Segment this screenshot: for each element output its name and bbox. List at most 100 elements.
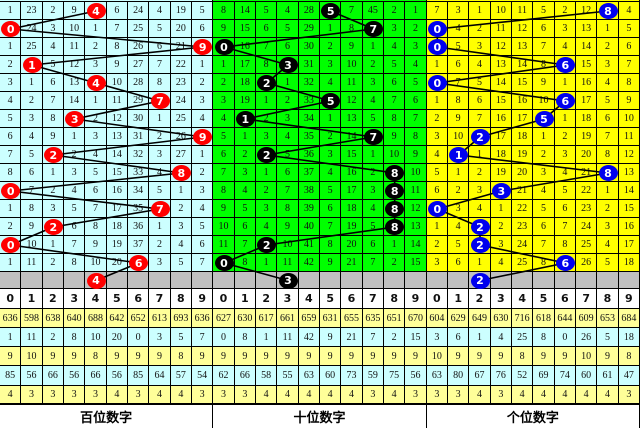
grid-cell: 3 <box>21 110 43 128</box>
grid-cell: 8 <box>21 200 43 218</box>
grid-cell: 8 <box>149 74 171 92</box>
grid-cell: 23 <box>170 74 192 92</box>
winning-digit-ball: 2 <box>257 147 277 163</box>
grid-cell: 1 <box>362 146 384 164</box>
stat-cell: 652 <box>128 309 150 328</box>
stat-cell: 9 <box>384 347 406 366</box>
stat-cell: 716 <box>512 309 534 328</box>
grid-cell: 1 <box>42 164 64 182</box>
stat-cell: 3 <box>234 386 256 404</box>
stat-cell: 3 <box>405 386 427 404</box>
stat-cell: 69 <box>533 366 555 386</box>
grid-cell: 7 <box>42 92 64 110</box>
grid-cell: 14 <box>234 2 256 20</box>
grid-cell: 4 <box>533 182 555 200</box>
stat-cell: 9 <box>149 347 171 366</box>
grid-cell: 4 <box>448 20 470 38</box>
stat-cell: 7 <box>362 328 384 347</box>
grid-cell: 8 <box>554 236 576 254</box>
stat-cell: 76 <box>490 366 512 386</box>
winning-digit-ball: 2 <box>470 129 490 145</box>
stat-cell: 3 <box>426 386 448 404</box>
grid-cell: 2 <box>426 236 448 254</box>
stat-cell: 15 <box>405 328 427 347</box>
grid-cell: 3 <box>597 56 619 74</box>
stat-cell: 0 <box>128 328 150 347</box>
winning-digit-ball: 9 <box>193 129 213 145</box>
grid-cell: 6 <box>384 74 406 92</box>
grid-cell: 5 <box>405 74 427 92</box>
grid-cell: 3 <box>85 56 107 74</box>
tens-panel-label: 十位数字 <box>213 405 427 428</box>
grid-cell: 1 <box>0 38 22 56</box>
stat-cell: 42 <box>298 328 320 347</box>
grid-cell: 8 <box>405 128 427 146</box>
grid-cell: 3 <box>192 92 214 110</box>
digit-header: 2 <box>42 289 64 309</box>
grid-cell: 9 <box>85 236 107 254</box>
grid-cell: 5 <box>277 20 299 38</box>
stat-cell: 3 <box>21 386 43 404</box>
stat-cell: 0 <box>554 328 576 347</box>
grid-cell: 6 <box>277 164 299 182</box>
grid-cell: 6 <box>448 56 470 74</box>
grid-cell: 23 <box>21 2 43 20</box>
grid-cell: 24 <box>576 218 598 236</box>
grid-cell: 14 <box>64 92 86 110</box>
winning-digit-ball: 5 <box>321 93 341 109</box>
grid-cell: 6 <box>554 200 576 218</box>
grid-cell: 5 <box>533 200 555 218</box>
grid-cell: 8 <box>384 110 406 128</box>
grid-cell: 6 <box>448 254 470 272</box>
winning-digit-ball: 1 <box>449 147 469 163</box>
stat-cell: 67 <box>469 366 491 386</box>
stat-cell: 10 <box>85 328 107 347</box>
stat-cell: 25 <box>512 328 534 347</box>
digit-header: 0 <box>426 289 448 309</box>
stat-cell: 8 <box>64 328 86 347</box>
stat-cell: 659 <box>298 309 320 328</box>
stat-cell: 3 <box>128 386 150 404</box>
grid-cell: 4 <box>277 2 299 20</box>
grid-cell: 2 <box>597 200 619 218</box>
grid-cell: 24 <box>170 92 192 110</box>
grid-cell: 45 <box>362 2 384 20</box>
grid-cell: 11 <box>341 74 363 92</box>
trend-line-segment <box>245 118 374 138</box>
stat-cell: 4 <box>597 386 619 404</box>
gray-cell <box>576 272 598 289</box>
gray-cell <box>128 272 150 289</box>
grid-cell: 6 <box>0 128 22 146</box>
trend-line-segment <box>223 46 289 66</box>
stat-cell: 688 <box>85 309 107 328</box>
grid-cell: 9 <box>448 110 470 128</box>
digit-header: 3 <box>490 289 512 309</box>
digit-header: 1 <box>448 289 470 309</box>
stat-cell: 9 <box>320 328 342 347</box>
winning-digit-ball: 8 <box>598 3 618 19</box>
hundreds-panel-top-strip <box>0 0 214 2</box>
grid-cell: 11 <box>21 254 43 272</box>
grid-cell: 2 <box>170 200 192 218</box>
stat-cell: 6 <box>448 328 470 347</box>
grid-cell: 2 <box>234 146 256 164</box>
grid-cell: 3 <box>448 2 470 20</box>
digit-header: 7 <box>576 289 598 309</box>
grid-cell: 8 <box>42 110 64 128</box>
grid-cell: 25 <box>576 236 598 254</box>
grid-cell: 6 <box>618 38 640 56</box>
grid-cell: 6 <box>192 20 214 38</box>
grid-cell: 6 <box>213 146 235 164</box>
grid-cell: 2 <box>405 20 427 38</box>
grid-cell: 24 <box>21 20 43 38</box>
winning-digit-ball: 6 <box>555 93 575 109</box>
grid-cell: 8 <box>0 164 22 182</box>
grid-cell: 8 <box>64 254 86 272</box>
grid-cell: 23 <box>576 200 598 218</box>
grid-cell: 1 <box>384 236 406 254</box>
grid-cell: 8 <box>277 200 299 218</box>
stat-cell: 9 <box>64 347 86 366</box>
trend-line-segment <box>437 46 566 66</box>
gray-cell <box>64 272 86 289</box>
grid-cell: 8 <box>618 74 640 92</box>
